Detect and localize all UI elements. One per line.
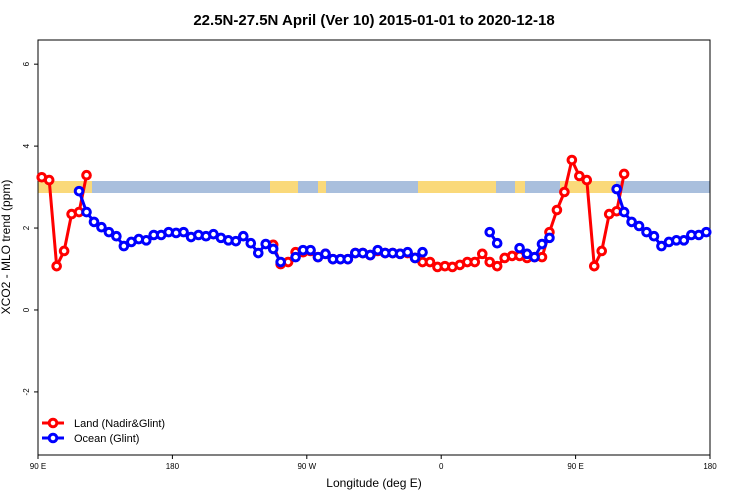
data-point (238, 230, 249, 242)
data-point (260, 238, 272, 250)
x-tick-label: 180 (166, 462, 180, 471)
data-point (491, 237, 503, 249)
data-point (633, 220, 645, 232)
data-point (618, 168, 630, 180)
data-point (559, 186, 570, 198)
data-point (491, 260, 503, 272)
y-axis-label: XCO2 - MLO trend (ppm) (0, 180, 13, 315)
data-point (111, 230, 122, 242)
data-point (626, 216, 637, 228)
chart-title: 22.5N-27.5N April (Ver 10) 2015-01-01 to… (193, 12, 554, 29)
data-point (275, 256, 286, 268)
data-point (424, 256, 436, 268)
data-point (566, 154, 578, 166)
data-point (574, 170, 585, 182)
data-point (469, 256, 481, 268)
data-point (96, 221, 107, 233)
data-point (140, 235, 152, 246)
data-point (678, 235, 690, 246)
data-point (641, 226, 652, 238)
data-point (484, 256, 496, 268)
x-tick-label: 90 E (567, 462, 583, 471)
data-point (536, 238, 548, 250)
data-point (611, 183, 622, 195)
data-point (103, 226, 115, 238)
data-point (342, 253, 354, 265)
x-tick-label: 90 W (297, 462, 316, 471)
data-point (178, 226, 189, 238)
legend-label: Land (Nadir&Glint) (74, 418, 165, 430)
data-point (514, 242, 525, 254)
map-strip (38, 181, 710, 193)
data-point (402, 246, 413, 258)
data-point (618, 206, 630, 218)
data-point (656, 240, 667, 252)
data-point (230, 235, 242, 247)
legend-marker (47, 432, 59, 444)
x-axis-label: Longitude (deg E) (326, 476, 421, 490)
y-tick-label: -2 (22, 388, 31, 396)
data-point (484, 226, 496, 238)
legend-label: Ocean (Glint) (74, 433, 139, 445)
data-point (409, 252, 421, 264)
data-point (43, 174, 55, 186)
data-point (588, 260, 600, 272)
data-point (700, 226, 712, 238)
data-point (88, 216, 100, 228)
data-point (417, 246, 428, 258)
plot-frame (37, 39, 711, 456)
data-point (81, 169, 92, 181)
data-point (596, 245, 608, 257)
data-point (581, 174, 593, 186)
data-point (551, 204, 563, 216)
data-point (252, 247, 264, 259)
y-tick-label: 6 (22, 61, 31, 66)
y-tick-label: 4 (22, 143, 31, 148)
x-tick-label: 180 (703, 462, 717, 471)
data-point (476, 248, 488, 260)
data-point (267, 243, 279, 255)
data-point (51, 260, 62, 272)
x-tick-label: 90 E (30, 462, 46, 471)
data-point (290, 251, 301, 263)
data-point (544, 232, 555, 244)
data-point (320, 248, 331, 260)
data-point (305, 244, 316, 256)
data-point (364, 249, 376, 261)
data-point (73, 185, 85, 197)
data-point (118, 240, 130, 252)
y-tick-label: 2 (22, 225, 31, 230)
data-point (58, 245, 70, 257)
data-point (648, 230, 660, 242)
x-tick-label: 0 (439, 462, 444, 471)
legend-marker (47, 417, 59, 429)
data-point (81, 206, 92, 218)
y-tick-label: 0 (22, 307, 31, 312)
data-point (245, 237, 257, 249)
data-point (529, 251, 540, 263)
